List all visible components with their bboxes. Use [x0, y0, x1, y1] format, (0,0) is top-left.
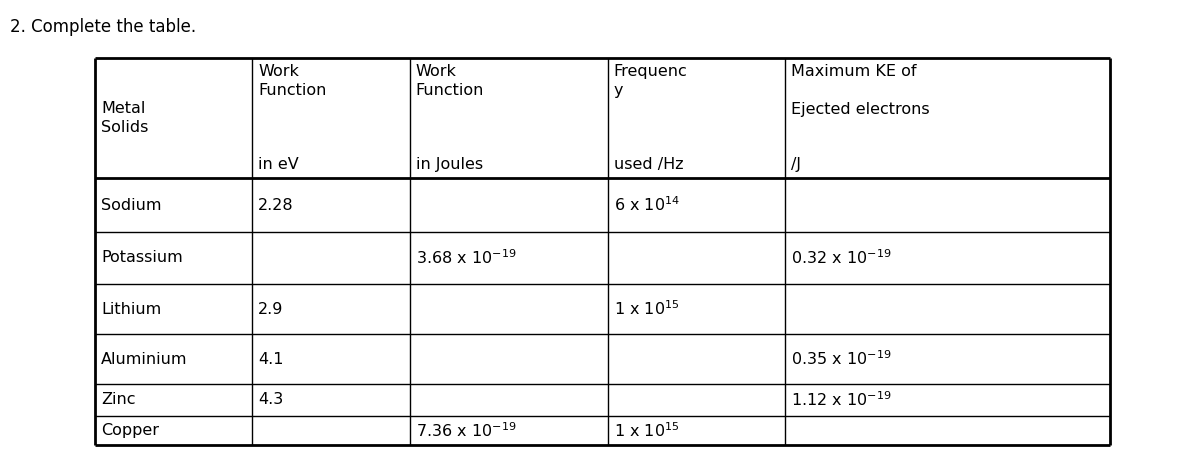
- Text: 6 x 10$^{14}$: 6 x 10$^{14}$: [613, 196, 679, 214]
- Text: Potassium: Potassium: [101, 251, 182, 266]
- Text: Maximum KE of: Maximum KE of: [791, 64, 917, 79]
- Text: 0.32 x 10$^{-19}$: 0.32 x 10$^{-19}$: [791, 249, 892, 267]
- Text: used /Hz: used /Hz: [613, 157, 683, 172]
- Text: Metal
Solids: Metal Solids: [101, 101, 149, 135]
- Text: Copper: Copper: [101, 423, 158, 438]
- Text: 4.1: 4.1: [258, 351, 284, 366]
- Text: Sodium: Sodium: [101, 197, 162, 213]
- Text: 4.3: 4.3: [258, 393, 283, 408]
- Text: Lithium: Lithium: [101, 301, 161, 316]
- Text: 3.68 x 10$^{-19}$: 3.68 x 10$^{-19}$: [415, 249, 516, 267]
- Text: in eV: in eV: [258, 157, 299, 172]
- Text: in Joules: in Joules: [415, 157, 482, 172]
- Text: Work
Function: Work Function: [258, 64, 326, 98]
- Text: 2.9: 2.9: [258, 301, 283, 316]
- Text: Ejected electrons: Ejected electrons: [791, 102, 930, 117]
- Text: 2. Complete the table.: 2. Complete the table.: [10, 18, 196, 36]
- Text: 1.12 x 10$^{-19}$: 1.12 x 10$^{-19}$: [791, 391, 892, 409]
- Text: /J: /J: [791, 157, 802, 172]
- Text: 1 x 10$^{15}$: 1 x 10$^{15}$: [613, 300, 679, 318]
- Text: 0.35 x 10$^{-19}$: 0.35 x 10$^{-19}$: [791, 349, 892, 368]
- Text: Aluminium: Aluminium: [101, 351, 187, 366]
- Text: Work
Function: Work Function: [415, 64, 484, 98]
- Text: 1 x 10$^{15}$: 1 x 10$^{15}$: [613, 421, 679, 440]
- Text: Zinc: Zinc: [101, 393, 136, 408]
- Text: 2.28: 2.28: [258, 197, 294, 213]
- Text: 7.36 x 10$^{-19}$: 7.36 x 10$^{-19}$: [415, 421, 516, 440]
- Text: Frequenc
y: Frequenc y: [613, 64, 688, 98]
